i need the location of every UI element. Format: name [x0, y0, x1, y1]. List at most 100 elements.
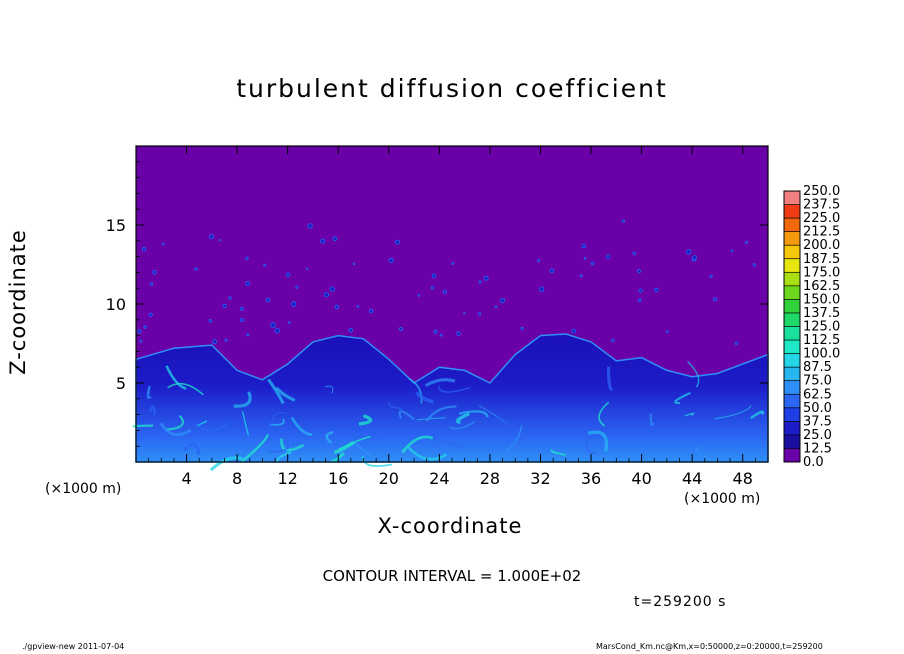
turbulence-streak [606, 366, 614, 391]
x-tick-label: 24 [429, 469, 449, 488]
colorbar-swatch [784, 285, 800, 300]
contour-interval-label: CONTOUR INTERVAL = 1.000E+02 [322, 567, 582, 585]
turbulence-streak [448, 420, 476, 430]
colorbar-label: 12.5 [803, 441, 832, 456]
eddy-spot [417, 294, 421, 297]
turbulence-streak [241, 411, 250, 436]
eddy-spot [270, 322, 276, 328]
colorbar-swatch [784, 421, 800, 436]
eddy-spot [463, 312, 466, 315]
eddy-spot [149, 282, 154, 286]
eddy-spot [245, 280, 251, 286]
colorbar-swatch [784, 231, 800, 246]
colorbar-label: 100.0 [803, 347, 840, 362]
eddy-spot [348, 327, 354, 333]
turbulence-streak [424, 378, 456, 387]
eddy-spot [734, 341, 739, 345]
colorbar-label: 250.0 [803, 184, 840, 199]
turbulence-streak [183, 443, 201, 456]
turbulence-streak [714, 405, 752, 420]
eddy-spot [295, 285, 299, 289]
turbulence-streak [269, 418, 285, 426]
colorbar-swatch [784, 340, 800, 354]
eddy-spot [483, 275, 489, 281]
eddy-spot [581, 243, 587, 249]
turbulence-streak [193, 422, 229, 432]
turbulence-streak [684, 412, 695, 417]
eddy-spot [442, 289, 447, 294]
colorbar-label: 50.0 [803, 401, 832, 416]
x-unit-label-left: (×1000 m) [45, 481, 122, 497]
colorbar-label: 187.5 [803, 252, 840, 267]
turbulence-streak [450, 442, 465, 450]
turbulence-streak [267, 378, 285, 405]
turbulence-streak [408, 377, 423, 404]
eddy-spot [274, 328, 280, 334]
y-tick-label: 5 [116, 374, 126, 393]
eddy-spot [494, 305, 498, 309]
colorbar-swatch [784, 353, 800, 368]
eddy-spot [388, 257, 394, 263]
eddy-spot [208, 234, 214, 240]
turbulence-streak [166, 415, 184, 431]
colorbar-swatch [784, 258, 800, 273]
turbulence-streak [478, 405, 508, 426]
eddy-spot [141, 246, 147, 252]
colorbar-swatch [784, 367, 800, 381]
turbulence-streak [550, 448, 566, 456]
colorbar-label: 62.5 [803, 387, 832, 402]
eddy-spot [222, 303, 227, 309]
eddy-spot [152, 269, 157, 275]
eddy-spot [431, 273, 437, 279]
eddy-spot [606, 254, 611, 259]
colorbar-label: 125.0 [803, 320, 840, 335]
turbulence-streak [587, 430, 609, 452]
turbulence-streak [334, 440, 355, 454]
x-tick-label: 8 [232, 469, 242, 488]
turbulence-streak [330, 452, 346, 463]
x-tick-label: 36 [581, 469, 601, 488]
plot-area [132, 146, 769, 472]
turbulence-streak [271, 412, 287, 431]
turbulence-streak [433, 433, 443, 447]
x-tick-label: 4 [181, 469, 191, 488]
turbulence-streak [455, 412, 470, 424]
turbulence-streak [750, 410, 765, 420]
eddy-spot [744, 240, 749, 245]
turbulence-streak [695, 447, 714, 462]
colorbar-swatch [784, 245, 800, 260]
footer-program-info: ./gpview-new 2011-07-04 [22, 642, 125, 651]
eddy-spot [571, 328, 577, 334]
eddy-spot [637, 298, 642, 303]
eddy-spot [499, 297, 506, 304]
eddy-spot [632, 251, 637, 256]
x-tick-label: 16 [328, 469, 348, 488]
colorbar-label: 137.5 [803, 306, 840, 321]
colorbar-swatch [784, 394, 800, 409]
eddy-spot [394, 239, 400, 245]
eddy-spot [285, 272, 291, 278]
eddy-spot [590, 261, 595, 266]
eddy-spot [212, 339, 218, 345]
eddy-spot [666, 330, 669, 334]
colorbar-label: 87.5 [803, 360, 832, 375]
eddy-spot [352, 262, 356, 266]
eddy-spot [549, 268, 555, 274]
x-unit-label-right: (×1000 m) [684, 491, 761, 507]
eddy-spot [194, 267, 198, 271]
eddy-spot [332, 236, 338, 242]
eddy-spot [433, 329, 438, 334]
turbulence-streak [458, 410, 489, 418]
turbulence-streak [649, 413, 655, 426]
turbulence-streak [415, 391, 434, 404]
eddy-spot [239, 317, 244, 322]
colorbar-label: 0.0 [803, 455, 824, 470]
eddy-spot [621, 219, 625, 223]
turbulence-streak [585, 435, 597, 455]
colorbar-swatch [784, 407, 800, 422]
turbulence-streak [290, 417, 313, 436]
time-label: t=259200 s [634, 594, 727, 610]
turbulence-streak [687, 361, 700, 388]
x-tick-label: 32 [530, 469, 550, 488]
